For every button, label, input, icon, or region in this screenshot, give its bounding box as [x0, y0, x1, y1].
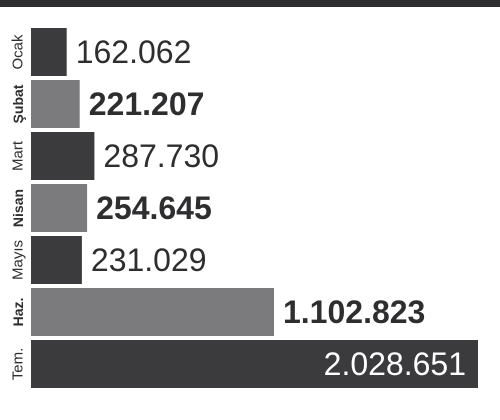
- value-label-5: 231.029: [91, 242, 207, 278]
- category-label-2: Şubat: [10, 84, 26, 123]
- value-label-7: 2.028.651: [324, 346, 466, 382]
- bar-3: [31, 132, 95, 180]
- bar-4: [31, 184, 88, 232]
- category-label-6: Haz.: [10, 298, 26, 327]
- value-label-1: 162.062: [76, 34, 192, 70]
- top-rule: [0, 0, 500, 7]
- bar-5: [31, 236, 82, 284]
- value-label-4: 254.645: [96, 190, 212, 226]
- category-label-1: Ocak: [10, 34, 27, 70]
- value-label-3: 287.730: [103, 138, 219, 174]
- category-label-5: Mayıs: [10, 240, 27, 280]
- bar-2: [31, 80, 80, 128]
- value-label-2: 221.207: [89, 86, 205, 122]
- category-label-7: Tem.: [10, 348, 27, 381]
- bar-6: [31, 288, 274, 336]
- bar-1: [31, 28, 67, 76]
- bar-7: [31, 340, 478, 388]
- category-label-3: Mart: [10, 140, 27, 171]
- category-label-4: Nisan: [10, 189, 26, 227]
- value-label-6: 1.102.823: [283, 294, 425, 330]
